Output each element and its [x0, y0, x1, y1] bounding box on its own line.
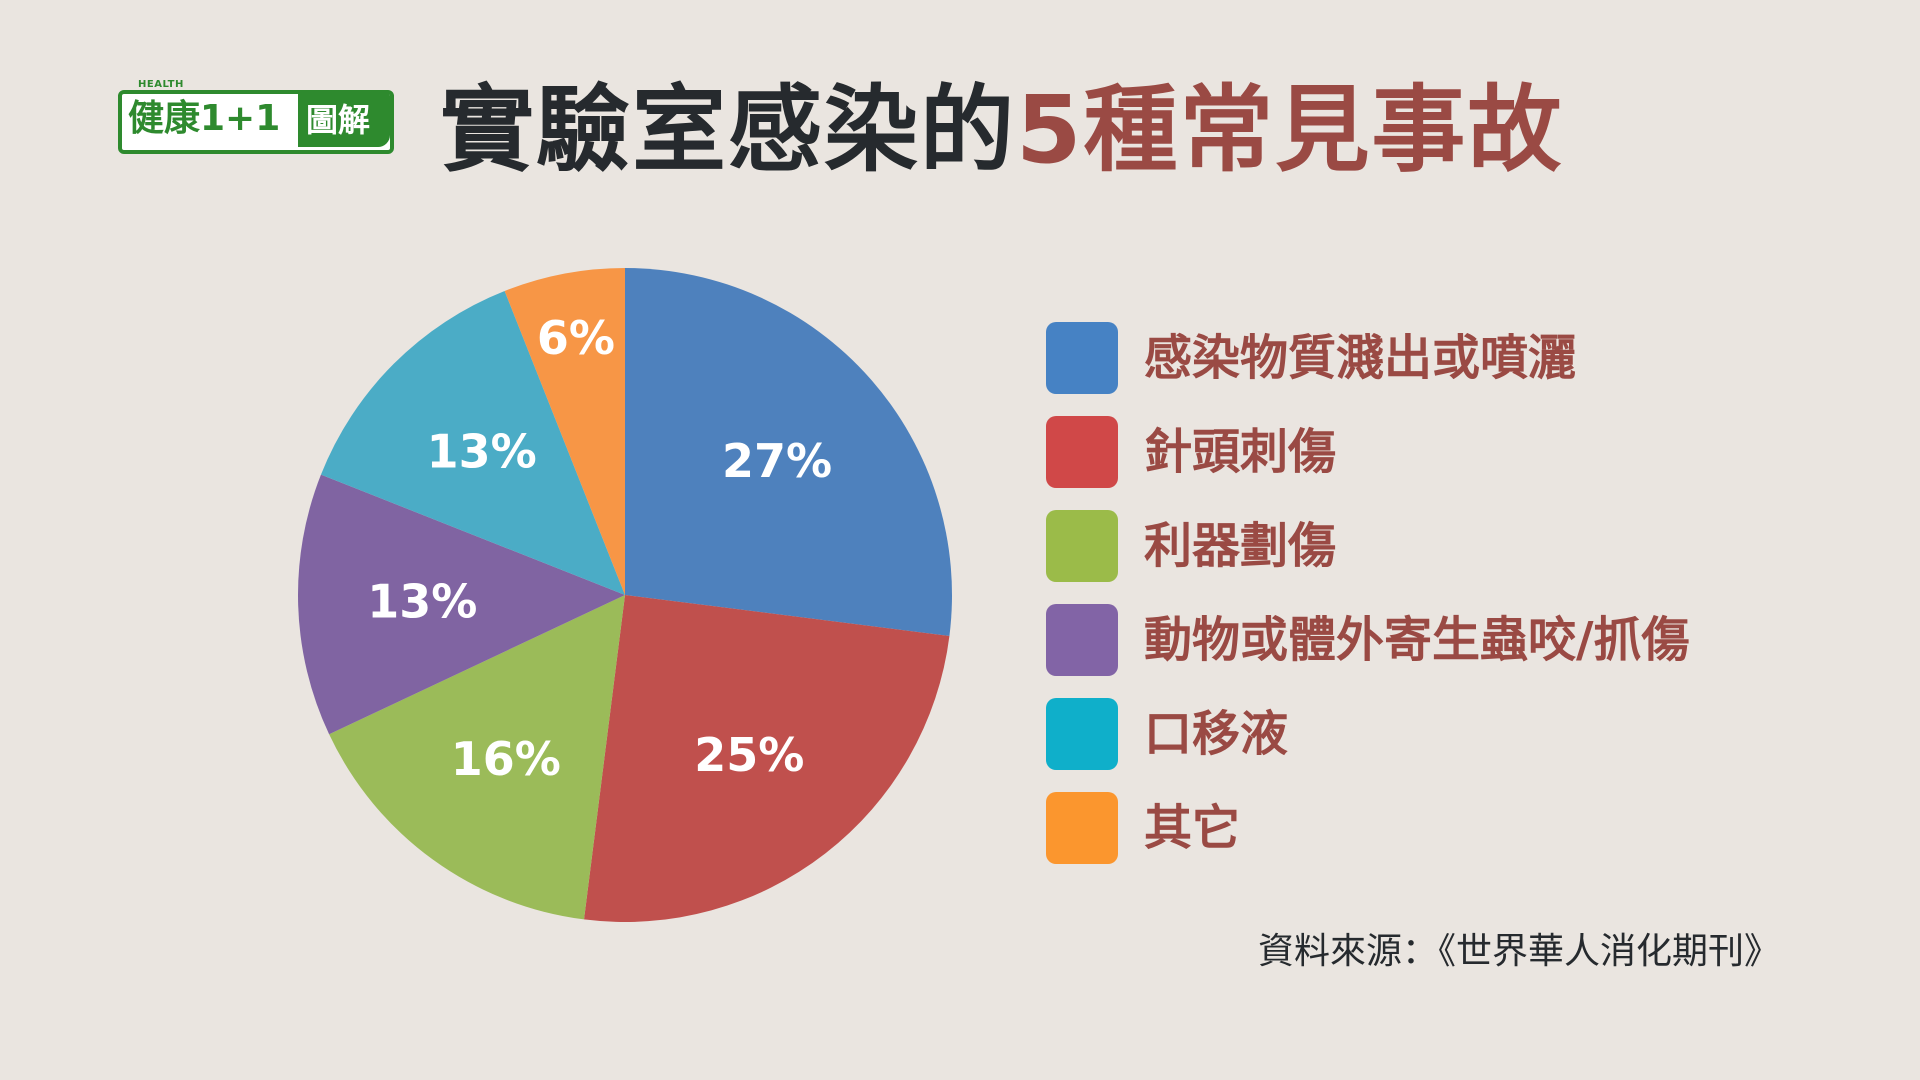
legend-swatch-3 — [1046, 510, 1118, 582]
legend-label-5: 口移液 — [1144, 706, 1289, 762]
title-dark-part: 實驗室感染的 — [440, 76, 1017, 185]
pie-chart: 27% 25% 16% 13% 13% 6% — [280, 250, 970, 940]
legend-label-4: 動物或體外寄生蟲咬/抓傷 — [1144, 612, 1690, 668]
pie-slice-2 — [584, 595, 950, 922]
source-note: 資料來源：《世界華人消化期刊》 — [1257, 931, 1780, 972]
legend-swatch-6 — [1046, 792, 1118, 864]
logo-health-text: HEALTH — [134, 79, 188, 90]
pie-slice-1 — [625, 268, 952, 636]
pie-chart-svg: 27% 25% 16% 13% 13% 6% — [298, 268, 952, 922]
legend-item-1: 感染物質濺出或噴灑 — [1046, 322, 1846, 394]
legend-swatch-5 — [1046, 698, 1118, 770]
legend-swatch-4 — [1046, 604, 1118, 676]
pie-slice-5 — [320, 290, 625, 595]
legend-item-4: 動物或體外寄生蟲咬/抓傷 — [1046, 604, 1846, 676]
legend-item-6: 其它 — [1046, 792, 1846, 864]
pie-slice-label-5: 13% — [427, 425, 537, 479]
brand-logo: HEALTH 健康1+1 圖解 — [118, 79, 398, 156]
legend-item-5: 口移液 — [1046, 698, 1846, 770]
legend-swatch-2 — [1046, 416, 1118, 488]
logo-main-text: 健康1+1 — [128, 98, 281, 139]
pie-slice-4 — [298, 474, 625, 735]
pie-slice-label-1: 27% — [722, 434, 832, 488]
page-title: 實驗室感染的5種常見事故 — [440, 76, 1563, 186]
legend-label-1: 感染物質濺出或噴灑 — [1144, 330, 1577, 386]
title-accent-part: 5種常見事故 — [1016, 76, 1564, 185]
legend-label-6: 其它 — [1144, 800, 1241, 856]
legend-label-2: 針頭刺傷 — [1144, 424, 1337, 480]
logo-tail-text: 圖解 — [306, 101, 371, 139]
chart-legend: 感染物質濺出或噴灑 針頭刺傷利器劃傷動物或體外寄生蟲咬/抓傷 口移液其它 — [1046, 322, 1846, 886]
pie-slice-label-3: 16% — [451, 732, 561, 786]
pie-slice-6 — [504, 268, 625, 595]
logo-tail-block — [298, 93, 390, 147]
legend-label-3: 利器劃傷 — [1144, 518, 1337, 574]
pie-slice-label-2: 25% — [694, 728, 804, 782]
legend-swatch-1 — [1046, 322, 1118, 394]
pie-slice-label-4: 13% — [367, 574, 477, 628]
legend-item-2: 針頭刺傷 — [1046, 416, 1846, 488]
pie-slice-label-6: 6% — [537, 311, 615, 365]
legend-item-3: 利器劃傷 — [1046, 510, 1846, 582]
pie-slice-3 — [329, 595, 625, 920]
